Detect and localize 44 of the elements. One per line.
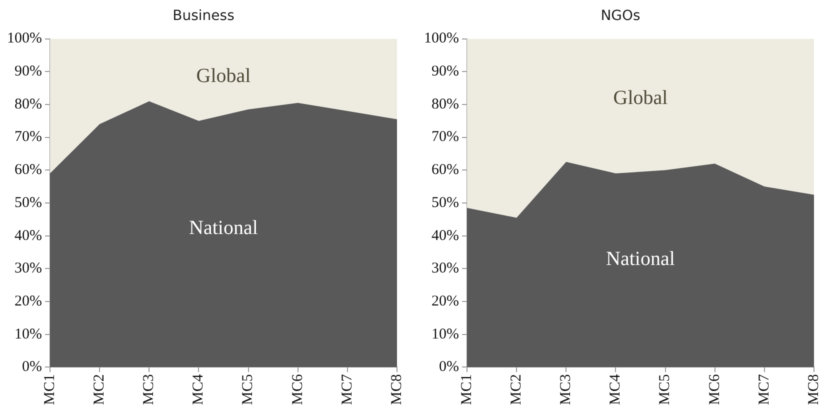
y-tick-label: 30%: [14, 260, 42, 277]
x-tick-label: MC8: [388, 374, 405, 405]
series-label: Global: [196, 65, 252, 88]
x-tick-label: MC7: [339, 374, 356, 405]
chart-title: Business: [172, 8, 234, 24]
x-tick-label: MC6: [706, 374, 723, 405]
series-label: Global: [613, 86, 668, 109]
x-tick-label: MC5: [657, 374, 674, 405]
series-label: National: [189, 216, 258, 239]
y-tick-label: 60%: [14, 162, 42, 178]
x-tick-label: MC3: [558, 374, 574, 405]
y-tick-label: 60%: [431, 162, 459, 178]
y-tick-label: 100%: [6, 30, 42, 47]
x-tick-label: MC6: [290, 374, 306, 405]
chart-title: NGOs: [600, 8, 640, 24]
x-tick-label: MC2: [508, 374, 525, 405]
y-tick-label: 80%: [431, 96, 459, 112]
series-label: National: [606, 248, 676, 270]
x-tick-label: MC4: [608, 374, 624, 405]
y-tick-label: 90%: [14, 64, 42, 80]
y-tick-label: 0%: [22, 359, 42, 376]
y-tick-label: 100%: [424, 30, 459, 47]
y-tick-label: 10%: [14, 326, 42, 342]
x-tick-label: MC1: [458, 374, 475, 405]
y-tick-label: 10%: [431, 326, 459, 342]
x-tick-label: MC4: [190, 374, 207, 405]
x-tick-label: MC5: [240, 374, 256, 405]
y-tick-label: 40%: [14, 228, 42, 244]
x-tick-label: MC7: [756, 374, 772, 405]
y-tick-label: 0%: [438, 359, 459, 376]
y-tick-label: 50%: [431, 194, 459, 211]
y-tick-label: 20%: [431, 293, 459, 310]
y-tick-label: 20%: [14, 293, 42, 310]
y-tick-label: 70%: [431, 129, 459, 146]
y-tick-label: 90%: [431, 64, 459, 80]
y-tick-label: 30%: [431, 260, 459, 277]
x-tick-label: MC3: [141, 374, 158, 405]
y-tick-label: 70%: [14, 129, 42, 146]
x-tick-label: MC2: [92, 374, 108, 405]
x-tick-label: MC8: [806, 374, 822, 405]
x-tick-label: MC1: [42, 374, 58, 405]
y-tick-label: 50%: [14, 194, 42, 211]
y-tick-label: 80%: [14, 96, 42, 112]
y-tick-label: 40%: [431, 228, 459, 244]
